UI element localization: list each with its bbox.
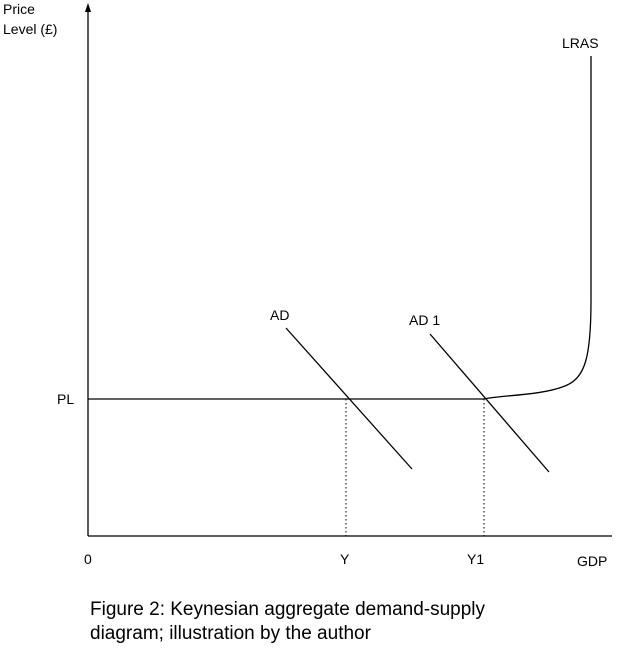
ad1-label: AD 1 xyxy=(409,312,440,328)
y-axis-arrow xyxy=(85,3,91,12)
ad-label: AD xyxy=(270,307,289,323)
pl-label: PL xyxy=(57,391,74,407)
y-axis-label-line1: Price xyxy=(3,1,35,17)
ad1-curve xyxy=(429,333,550,473)
caption-line2: diagram; illustration by the author xyxy=(90,623,371,644)
ad-curve xyxy=(285,327,413,470)
y1-label: Y1 xyxy=(467,551,484,567)
gdp-label: GDP xyxy=(577,553,607,569)
y-label: Y xyxy=(340,551,350,567)
lras-curve xyxy=(483,56,592,400)
caption-line1: Figure 2: Keynesian aggregate demand-sup… xyxy=(90,599,486,620)
keynesian-diagram: Price Level (£) LRAS AD AD 1 PL 0 Y Y1 G… xyxy=(3,1,612,569)
lras-label: LRAS xyxy=(562,35,599,51)
figure-caption: Figure 2: Keynesian aggregate demand-sup… xyxy=(90,598,610,646)
origin-label: 0 xyxy=(84,551,92,567)
y-axis-label-line2: Level (£) xyxy=(3,21,57,37)
